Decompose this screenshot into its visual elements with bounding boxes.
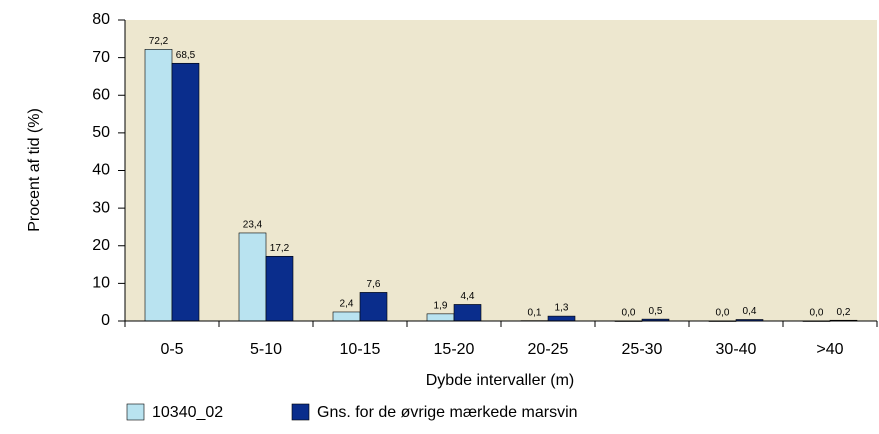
bar	[426, 313, 455, 322]
x-tick-label: 25-30	[622, 341, 663, 358]
x-tick-label: 5-10	[250, 341, 282, 358]
x-tick-label: 30-40	[716, 341, 757, 358]
legend-swatch	[291, 403, 310, 421]
value-label: 0,0	[716, 308, 730, 319]
value-label: 1,9	[434, 300, 448, 311]
y-tick-label: 80	[92, 11, 110, 28]
y-tick-label: 10	[92, 275, 110, 292]
bar	[265, 255, 294, 322]
value-label: 68,5	[176, 50, 196, 61]
y-tick-label: 20	[92, 237, 110, 254]
x-tick-label: 0-5	[160, 341, 183, 358]
bar	[332, 311, 361, 322]
x-tick-label: >40	[816, 341, 843, 358]
bar	[144, 49, 173, 322]
bar	[547, 315, 576, 322]
value-label: 7,6	[367, 279, 381, 290]
value-label: 1,3	[555, 303, 569, 314]
y-axis-title: Procent af tid (%)	[26, 108, 43, 232]
plot-background	[125, 20, 877, 321]
bar	[453, 304, 482, 322]
value-label: 4,4	[461, 291, 475, 302]
y-tick-label: 30	[92, 199, 110, 216]
value-label: 23,4	[243, 220, 263, 231]
value-label: 0,2	[837, 307, 851, 318]
x-tick-label: 10-15	[340, 341, 381, 358]
y-tick-label: 0	[101, 312, 110, 329]
value-label: 0,1	[528, 307, 542, 318]
legend-swatch	[126, 403, 145, 421]
value-label: 0,5	[649, 306, 663, 317]
value-label: 0,0	[810, 308, 824, 319]
x-tick-label: 20-25	[528, 341, 569, 358]
legend-label: 10340_02	[152, 404, 223, 421]
bar	[171, 62, 200, 322]
value-label: 0,4	[743, 306, 757, 317]
y-tick-label: 50	[92, 124, 110, 141]
value-label: 17,2	[270, 243, 290, 254]
x-tick-label: 15-20	[434, 341, 475, 358]
legend-label: Gns. for de øvrige mærkede marsvin	[317, 404, 578, 421]
y-tick-label: 40	[92, 162, 110, 179]
value-label: 0,0	[622, 308, 636, 319]
value-label: 72,2	[149, 36, 169, 47]
y-tick-label: 60	[92, 86, 110, 103]
bar	[238, 232, 267, 322]
bar	[359, 292, 388, 322]
x-axis-title: Dybde intervaller (m)	[426, 372, 574, 389]
y-tick-label: 70	[92, 49, 110, 66]
value-label: 2,4	[340, 299, 354, 310]
